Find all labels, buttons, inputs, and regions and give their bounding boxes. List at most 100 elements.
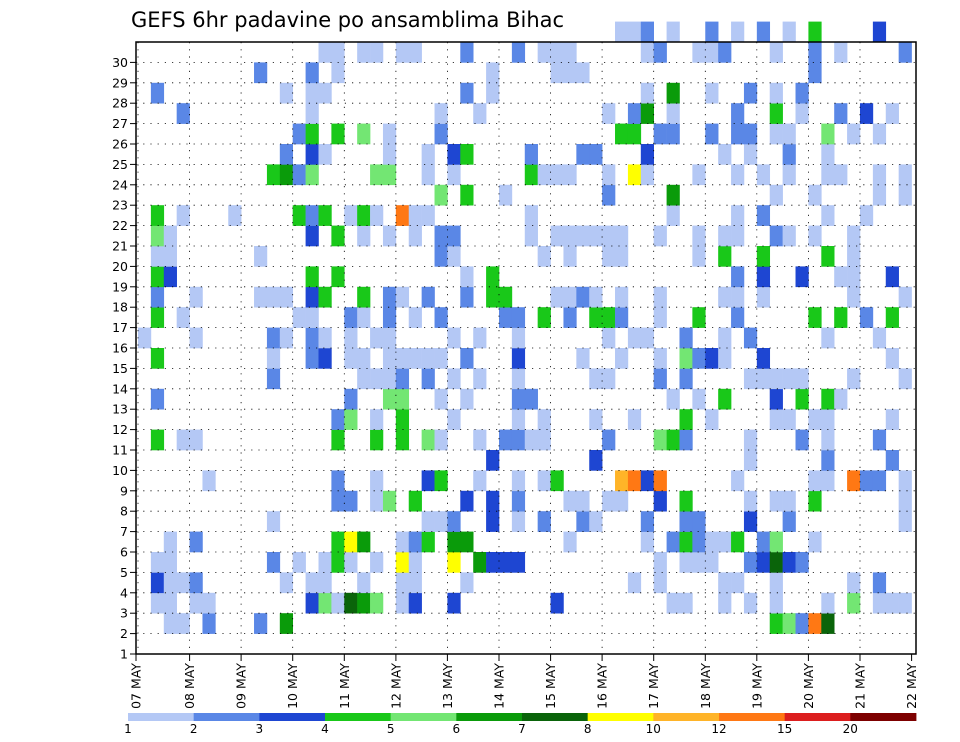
heatmap-cell [743, 82, 758, 104]
heatmap-cell [718, 388, 732, 410]
heatmap-cell [202, 592, 216, 614]
heatmap-cell [705, 21, 719, 43]
heatmap-cell [331, 42, 345, 63]
heatmap-cell [808, 470, 822, 492]
y-tick-label: 29 [112, 75, 128, 90]
heatmap-cell [731, 21, 745, 43]
heatmap-cell [756, 266, 771, 288]
heatmap-cell [679, 552, 693, 573]
heatmap-cell [176, 307, 190, 328]
y-tick-label: 12 [112, 422, 128, 437]
heatmap-cell [460, 266, 474, 288]
heatmap-cell [731, 266, 745, 288]
heatmap-cell [150, 82, 165, 104]
heatmap-cell [769, 490, 783, 512]
y-tick-label: 10 [112, 463, 128, 478]
heatmap-cell [537, 307, 551, 328]
heatmap-cell [150, 572, 165, 594]
heatmap-cell [679, 409, 693, 430]
heatmap-cell [421, 144, 435, 165]
heatmap-cell [808, 225, 822, 247]
heatmap-cell [602, 103, 616, 124]
heatmap-cell [872, 572, 887, 594]
heatmap-cell [305, 62, 319, 84]
heatmap-cell [279, 613, 294, 634]
heatmap-cell [395, 42, 410, 63]
y-tick-label: 11 [112, 443, 128, 458]
heatmap-cell [150, 388, 165, 410]
heatmap-cell [357, 307, 371, 328]
heatmap-cell [473, 103, 487, 124]
heatmap-cell [524, 205, 538, 226]
heatmap-cell [898, 470, 912, 492]
heatmap-cell [498, 286, 513, 308]
heatmap-cell [743, 490, 758, 512]
heatmap-cell [769, 184, 783, 206]
heatmap-cell [395, 552, 410, 573]
heatmap-cell [421, 470, 435, 492]
x-tick-label: 08 MAY [182, 663, 197, 709]
heatmap-cell [872, 21, 887, 43]
heatmap-cell [576, 225, 590, 247]
heatmap-cell [511, 429, 526, 451]
y-tick-label: 1 [120, 647, 128, 662]
heatmap-cell [808, 613, 822, 634]
heatmap-cell [640, 531, 654, 553]
heatmap-cell [563, 490, 577, 512]
x-tick-label: 10 MAY [285, 663, 300, 709]
heatmap-cell [615, 348, 629, 369]
heatmap-cell [305, 286, 319, 308]
y-tick-label: 3 [120, 606, 128, 621]
heatmap-cell [692, 388, 706, 410]
heatmap-cell [821, 470, 835, 492]
heatmap-cell [189, 429, 203, 451]
x-tick-label: 12 MAY [388, 663, 403, 709]
heatmap-cell [563, 42, 577, 63]
heatmap-cell [447, 592, 461, 614]
heatmap-cell [408, 307, 422, 328]
heatmap-cell [679, 368, 693, 390]
heatmap-cell [511, 42, 526, 63]
heatmap-cell [447, 368, 461, 390]
heatmap-cell [602, 307, 616, 328]
heatmap-cell [782, 511, 796, 532]
heatmap-cell [421, 286, 435, 308]
heatmap-cell [382, 368, 397, 390]
heatmap-cell [885, 307, 899, 328]
heatmap-cell [666, 123, 680, 145]
heatmap-cell [511, 327, 526, 349]
heatmap-cell [808, 42, 822, 63]
heatmap-cell [370, 164, 384, 186]
heatmap-cell [705, 552, 719, 573]
heatmap-cell [769, 388, 783, 410]
heatmap-cell [473, 368, 487, 390]
colorbar-label: 1 [124, 722, 132, 736]
heatmap-cell [705, 409, 719, 430]
heatmap-cell [382, 164, 397, 186]
heatmap-cell [756, 205, 771, 226]
heatmap-cell [331, 225, 345, 247]
heatmap-cell [550, 592, 564, 614]
heatmap-cell [795, 266, 809, 288]
x-axis: 07 MAY 08 MAY 09 MAY 10 MAY 11 MAY 12 MAY 13 M… [129, 654, 919, 709]
heatmap-cell [434, 225, 448, 247]
heatmap-cell [318, 286, 332, 308]
heatmap-cell [679, 429, 693, 451]
heatmap-cell [511, 307, 526, 328]
heatmap-cell [382, 225, 397, 247]
colorbar-label: 6 [452, 722, 460, 736]
heatmap-cell [511, 368, 526, 390]
heatmap-cell [756, 368, 771, 390]
heatmap-cell [189, 592, 203, 614]
heatmap-cell [782, 490, 796, 512]
heatmap-cell [769, 225, 783, 247]
y-axis: 1234567891011121314151617181920212223242… [112, 55, 136, 662]
heatmap-cell [537, 429, 551, 451]
heatmap-cell [769, 368, 783, 390]
heatmap-cell [602, 327, 616, 349]
heatmap-cell [176, 613, 190, 634]
colorbar-label: 10 [646, 722, 661, 736]
heatmap-cell [756, 286, 771, 308]
heatmap-cell [447, 144, 461, 165]
x-tick-label: 11 MAY [337, 663, 352, 709]
